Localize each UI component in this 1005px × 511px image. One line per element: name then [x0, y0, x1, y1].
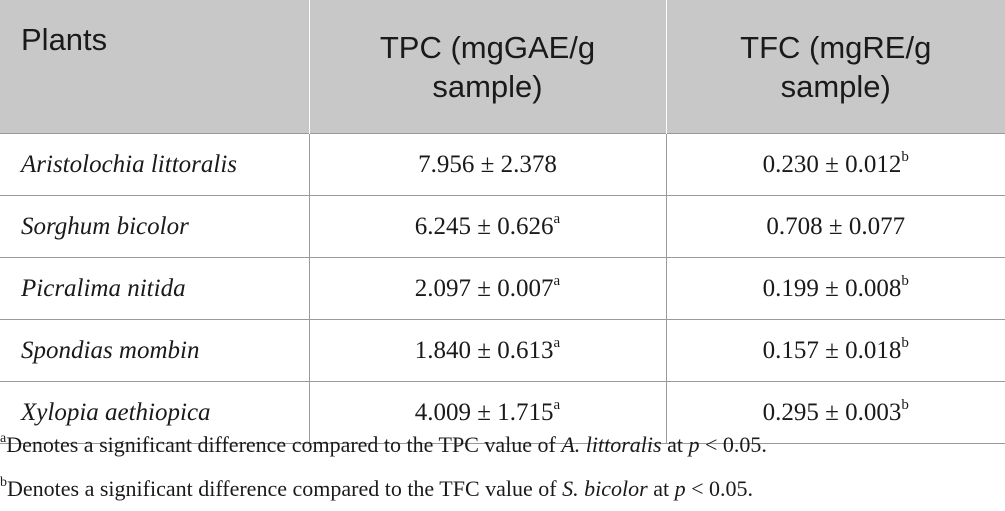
header-plants: Plants	[0, 0, 310, 134]
footnote-b-at: at	[647, 476, 675, 501]
header-tpc-line2: sample)	[432, 68, 543, 104]
tfc-value: 0.157 ± 0.018b	[666, 319, 1005, 382]
footnote-a-p: p	[688, 432, 700, 457]
tfc-superscript: b	[901, 397, 909, 414]
footnote-a-text: Denotes a significant difference compare…	[6, 432, 562, 457]
tfc-number: 0.708 ± 0.077	[766, 212, 906, 240]
tpc-value: 6.245 ± 0.626a	[309, 195, 667, 258]
tpc-value: 4.009 ± 1.715a	[309, 381, 667, 444]
tpc-number: 7.956 ± 2.378	[418, 150, 557, 178]
tpc-number: 2.097 ± 0.007	[414, 274, 554, 302]
header-row: Plants TPC (mgGAE/g sample) TFC (mgRE/g …	[0, 0, 1005, 134]
plant-name: Sorghum bicolor	[0, 195, 310, 258]
tpc-number: 1.840 ± 0.613	[414, 336, 554, 364]
tfc-superscript: b	[901, 149, 909, 166]
footnote-b: bDenotes a significant difference compar…	[0, 474, 753, 502]
table-row: Sorghum bicolor 6.245 ± 0.626a 0.708 ± 0…	[0, 195, 1005, 258]
plant-name: Xylopia aethiopica	[0, 381, 310, 444]
tfc-value: 0.708 ± 0.077	[666, 195, 1005, 258]
plant-name: Aristolochia littoralis	[0, 133, 310, 196]
footnote-b-mark: b	[0, 474, 7, 490]
tpc-number: 4.009 ± 1.715	[414, 398, 554, 426]
table-row: Picralima nitida 2.097 ± 0.007a 0.199 ± …	[0, 257, 1005, 320]
tpc-superscript: a	[553, 335, 561, 352]
table-header: Plants TPC (mgGAE/g sample) TFC (mgRE/g …	[0, 0, 1005, 134]
tfc-superscript: b	[901, 273, 909, 290]
tpc-superscript: a	[553, 397, 561, 414]
tpc-superscript: a	[553, 273, 561, 290]
table-body: Aristolochia littoralis 7.956 ± 2.378 0.…	[0, 133, 1005, 444]
tpc-value: 2.097 ± 0.007a	[309, 257, 667, 320]
plant-name: Picralima nitida	[0, 257, 310, 320]
footnote-a-at: at	[661, 432, 689, 457]
footnote-b-text: Denotes a significant difference compare…	[7, 476, 563, 501]
tfc-number: 0.157 ± 0.018	[762, 336, 902, 364]
header-tfc: TFC (mgRE/g sample)	[666, 0, 1005, 134]
footnote-b-species: S. bicolor	[562, 476, 648, 501]
tpc-number: 6.245 ± 0.626	[414, 212, 554, 240]
tfc-number: 0.230 ± 0.012	[762, 150, 902, 178]
header-tfc-line1: TFC (mgRE/g	[740, 29, 932, 65]
footnote-a-threshold: < 0.05.	[699, 432, 767, 457]
footnote-a-mark: a	[0, 430, 7, 446]
tfc-superscript: b	[901, 335, 909, 352]
header-tfc-line2: sample)	[780, 68, 891, 104]
footnote-a: aDenotes a significant difference compar…	[0, 430, 767, 458]
footnote-b-threshold: < 0.05.	[685, 476, 753, 501]
footnote-b-p: p	[674, 476, 686, 501]
tfc-number: 0.295 ± 0.003	[762, 398, 902, 426]
table-row: Xylopia aethiopica 4.009 ± 1.715a 0.295 …	[0, 381, 1005, 444]
tpc-value: 7.956 ± 2.378	[309, 133, 667, 196]
tfc-value: 0.199 ± 0.008b	[666, 257, 1005, 320]
tfc-value: 0.230 ± 0.012b	[666, 133, 1005, 196]
header-tpc: TPC (mgGAE/g sample)	[309, 0, 667, 134]
data-table: Plants TPC (mgGAE/g sample) TFC (mgRE/g …	[0, 0, 1005, 444]
tfc-value: 0.295 ± 0.003b	[666, 381, 1005, 444]
table-row: Aristolochia littoralis 7.956 ± 2.378 0.…	[0, 133, 1005, 196]
tpc-superscript: a	[553, 211, 561, 228]
header-tpc-line1: TPC (mgGAE/g	[379, 29, 596, 65]
tpc-value: 1.840 ± 0.613a	[309, 319, 667, 382]
plant-name: Spondias mombin	[0, 319, 310, 382]
footnote-a-species: A. littoralis	[561, 432, 662, 457]
tfc-number: 0.199 ± 0.008	[762, 274, 902, 302]
table-row: Spondias mombin 1.840 ± 0.613a 0.157 ± 0…	[0, 319, 1005, 382]
